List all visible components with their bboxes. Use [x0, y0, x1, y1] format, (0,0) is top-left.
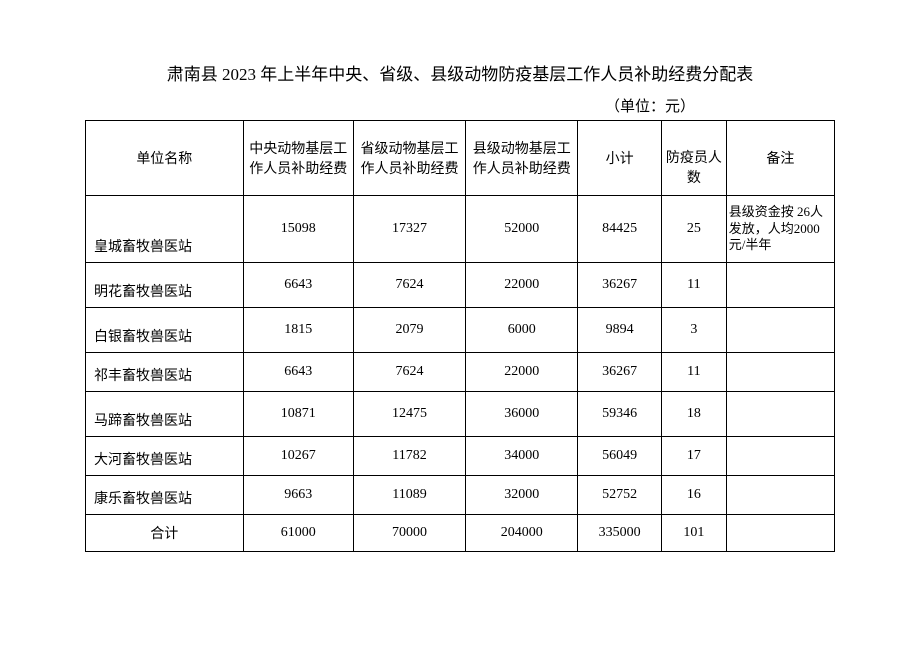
cell-personnel: 11	[661, 353, 726, 392]
cell-name: 大河畜牧兽医站	[86, 437, 244, 476]
table-row: 祁丰畜牧兽医站 6643 7624 22000 36267 11	[86, 353, 835, 392]
cell-personnel: 16	[661, 476, 726, 515]
cell-remark: 县级资金按 26人发放，人均2000 元/半年	[726, 196, 834, 263]
table-row: 白银畜牧兽医站 1815 2079 6000 9894 3	[86, 308, 835, 353]
cell-personnel: 25	[661, 196, 726, 263]
column-header-subtotal: 小计	[578, 121, 661, 196]
cell-personnel: 3	[661, 308, 726, 353]
cell-county: 6000	[466, 308, 578, 353]
cell-county: 52000	[466, 196, 578, 263]
cell-central: 6643	[243, 263, 353, 308]
cell-subtotal: 9894	[578, 308, 661, 353]
cell-total-subtotal: 335000	[578, 515, 661, 552]
cell-subtotal: 84425	[578, 196, 661, 263]
cell-personnel: 11	[661, 263, 726, 308]
cell-total-county: 204000	[466, 515, 578, 552]
cell-provincial: 7624	[353, 353, 465, 392]
cell-subtotal: 52752	[578, 476, 661, 515]
cell-provincial: 2079	[353, 308, 465, 353]
cell-total-personnel: 101	[661, 515, 726, 552]
column-header-personnel: 防疫员人数	[661, 121, 726, 196]
table-row: 康乐畜牧兽医站 9663 11089 32000 52752 16	[86, 476, 835, 515]
column-header-remark: 备注	[726, 121, 834, 196]
cell-central: 6643	[243, 353, 353, 392]
document-container: 肃南县 2023 年上半年中央、省级、县级动物防疫基层工作人员补助经费分配表 （…	[0, 0, 920, 552]
cell-provincial: 12475	[353, 392, 465, 437]
cell-personnel: 17	[661, 437, 726, 476]
cell-name: 皇城畜牧兽医站	[86, 196, 244, 263]
table-row: 皇城畜牧兽医站 15098 17327 52000 84425 25 县级资金按…	[86, 196, 835, 263]
cell-remark	[726, 437, 834, 476]
cell-name: 祁丰畜牧兽医站	[86, 353, 244, 392]
cell-subtotal: 36267	[578, 263, 661, 308]
cell-name: 康乐畜牧兽医站	[86, 476, 244, 515]
column-header-county: 县级动物基层工作人员补助经费	[466, 121, 578, 196]
cell-total-central: 61000	[243, 515, 353, 552]
cell-subtotal: 36267	[578, 353, 661, 392]
table-row: 马蹄畜牧兽医站 10871 12475 36000 59346 18	[86, 392, 835, 437]
table-header-row: 单位名称 中央动物基层工作人员补助经费 省级动物基层工作人员补助经费 县级动物基…	[86, 121, 835, 196]
cell-county: 22000	[466, 263, 578, 308]
cell-county: 36000	[466, 392, 578, 437]
cell-central: 15098	[243, 196, 353, 263]
cell-subtotal: 56049	[578, 437, 661, 476]
cell-personnel: 18	[661, 392, 726, 437]
cell-central: 10267	[243, 437, 353, 476]
cell-remark	[726, 353, 834, 392]
cell-subtotal: 59346	[578, 392, 661, 437]
cell-central: 9663	[243, 476, 353, 515]
cell-remark	[726, 308, 834, 353]
cell-county: 32000	[466, 476, 578, 515]
cell-name: 马蹄畜牧兽医站	[86, 392, 244, 437]
cell-county: 34000	[466, 437, 578, 476]
cell-provincial: 11089	[353, 476, 465, 515]
cell-total-name: 合计	[86, 515, 244, 552]
cell-county: 22000	[466, 353, 578, 392]
table-total-row: 合计 61000 70000 204000 335000 101	[86, 515, 835, 552]
cell-remark	[726, 392, 834, 437]
cell-provincial: 7624	[353, 263, 465, 308]
cell-name: 明花畜牧兽医站	[86, 263, 244, 308]
column-header-provincial: 省级动物基层工作人员补助经费	[353, 121, 465, 196]
cell-central: 1815	[243, 308, 353, 353]
cell-central: 10871	[243, 392, 353, 437]
cell-provincial: 17327	[353, 196, 465, 263]
cell-provincial: 11782	[353, 437, 465, 476]
table-row: 明花畜牧兽医站 6643 7624 22000 36267 11	[86, 263, 835, 308]
column-header-central: 中央动物基层工作人员补助经费	[243, 121, 353, 196]
cell-total-provincial: 70000	[353, 515, 465, 552]
unit-label: （单位：元）	[85, 95, 835, 116]
allocation-table: 单位名称 中央动物基层工作人员补助经费 省级动物基层工作人员补助经费 县级动物基…	[85, 120, 835, 552]
cell-remark	[726, 476, 834, 515]
column-header-name: 单位名称	[86, 121, 244, 196]
table-row: 大河畜牧兽医站 10267 11782 34000 56049 17	[86, 437, 835, 476]
cell-total-remark	[726, 515, 834, 552]
cell-name: 白银畜牧兽医站	[86, 308, 244, 353]
document-title: 肃南县 2023 年上半年中央、省级、县级动物防疫基层工作人员补助经费分配表	[85, 60, 835, 85]
table-body: 皇城畜牧兽医站 15098 17327 52000 84425 25 县级资金按…	[86, 196, 835, 552]
cell-remark	[726, 263, 834, 308]
